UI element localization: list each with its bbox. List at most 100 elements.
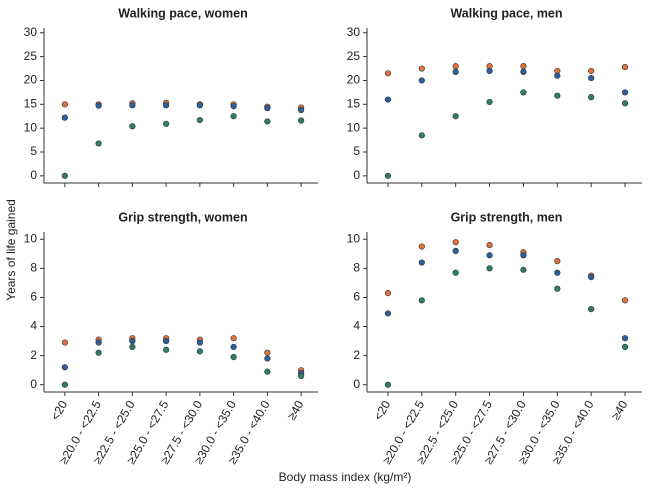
dot <box>588 273 595 281</box>
dot <box>486 241 493 249</box>
dot <box>264 118 271 125</box>
y-tick-label: 6 <box>353 290 360 304</box>
dot <box>588 67 595 75</box>
y-tick-label: 8 <box>353 261 360 275</box>
x-tick-label: <20 <box>48 398 70 423</box>
dot <box>418 297 425 304</box>
dot <box>384 289 392 297</box>
dot <box>196 339 203 346</box>
dot <box>520 252 527 259</box>
dot <box>95 102 102 109</box>
y-tick-label: 10 <box>24 120 38 134</box>
y-tick-label: 0 <box>353 377 360 391</box>
y-tick-label: 20 <box>347 73 361 87</box>
dot <box>264 349 271 356</box>
dot <box>163 337 170 345</box>
dot <box>163 102 170 109</box>
y-tick-label: 20 <box>24 73 38 87</box>
y-tick-label: 30 <box>347 25 361 39</box>
y-tick-label: 0 <box>30 377 37 391</box>
dot <box>554 285 561 292</box>
dot <box>452 247 459 255</box>
dot <box>61 339 68 346</box>
panel-title: Grip strength, women <box>118 210 247 224</box>
y-tick-label: 15 <box>24 96 38 110</box>
dot <box>452 239 459 246</box>
dot <box>264 355 271 362</box>
y-tick-label: 5 <box>30 144 37 158</box>
y-tick-label: 10 <box>347 120 361 134</box>
dot <box>418 132 425 139</box>
dot <box>384 381 392 388</box>
dot <box>129 123 136 130</box>
dot <box>418 65 425 72</box>
y-tick-label: 10 <box>347 231 361 245</box>
dot <box>61 114 68 121</box>
dot <box>384 70 392 77</box>
dot <box>163 120 170 127</box>
y-tick-label: 10 <box>24 231 38 245</box>
dot <box>520 266 527 273</box>
dot <box>554 72 561 79</box>
dot <box>264 105 271 112</box>
dot <box>621 343 629 351</box>
dot <box>384 96 392 103</box>
y-tick-label: 30 <box>24 25 38 39</box>
dot <box>163 346 170 353</box>
dot <box>452 113 459 120</box>
dot <box>452 63 459 70</box>
dot <box>298 106 305 114</box>
dot <box>230 335 237 342</box>
dot <box>129 337 136 345</box>
dot <box>452 68 459 75</box>
dot <box>486 265 493 272</box>
y-tick-label: 0 <box>353 168 360 182</box>
dot <box>196 348 203 355</box>
dot <box>384 310 392 317</box>
dot <box>61 101 68 108</box>
dot <box>61 364 68 371</box>
dot <box>230 343 237 351</box>
dot <box>230 353 237 361</box>
dot <box>588 305 595 313</box>
dot <box>520 63 527 70</box>
dot <box>264 368 271 375</box>
dot <box>486 252 493 259</box>
dot <box>486 98 493 106</box>
dot <box>129 343 136 351</box>
dot <box>621 64 629 71</box>
dot <box>621 297 629 304</box>
y-axis-label: Years of life gained <box>4 199 18 301</box>
y-tick-label: 2 <box>30 348 37 362</box>
x-tick-label: <20 <box>371 398 393 423</box>
dot <box>196 102 203 109</box>
dot <box>230 103 237 110</box>
y-tick-label: 25 <box>347 49 361 63</box>
y-tick-label: 4 <box>30 319 37 333</box>
dot <box>230 113 237 120</box>
dot <box>384 172 392 179</box>
dot <box>129 102 136 109</box>
x-tick-label: ≥40 <box>284 398 306 423</box>
y-tick-label: 8 <box>30 261 37 275</box>
y-tick-label: 5 <box>353 144 360 158</box>
panel-title: Walking pace, men <box>450 6 562 20</box>
dot <box>418 259 425 266</box>
y-tick-label: 2 <box>353 348 360 362</box>
dot <box>588 74 595 82</box>
dot <box>554 257 561 265</box>
dot <box>418 77 425 84</box>
x-axis-label: Body mass index (kg/m²) <box>279 470 412 484</box>
dot <box>418 243 425 250</box>
y-tick-label: 25 <box>24 49 38 63</box>
y-tick-label: 4 <box>353 319 360 333</box>
dot <box>588 94 595 101</box>
dot <box>95 339 102 346</box>
dot <box>621 100 629 107</box>
panel-title: Walking pace, women <box>118 6 247 20</box>
dot <box>452 269 459 276</box>
dot <box>520 89 527 96</box>
dot <box>298 372 305 380</box>
y-tick-label: 15 <box>347 96 361 110</box>
